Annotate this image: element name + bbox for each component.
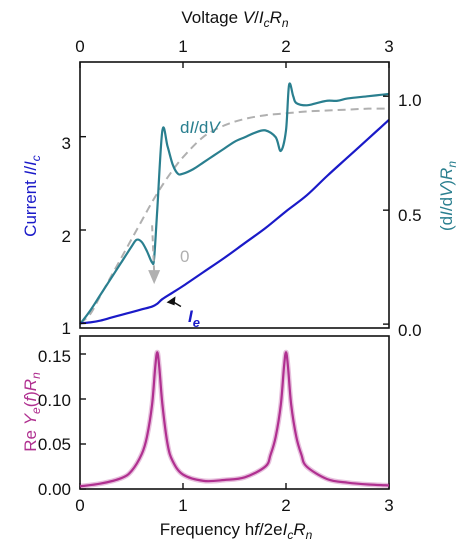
top-axis-title-r: R (270, 8, 282, 27)
bottom-x-title-r: R (293, 520, 305, 539)
top-axis-title-v: V (243, 8, 256, 27)
bottom-x-title-i: I (283, 520, 288, 539)
left-axis-title-i: I (21, 170, 40, 175)
bottom-axis-title-r: R (21, 379, 40, 391)
left-axis-title-slash: / (21, 166, 40, 171)
didv-label-v: V (208, 118, 221, 137)
bottom-axis-title-paren-close: ) (21, 391, 40, 397)
right-axis-title-n: n (445, 161, 459, 168)
top-tick-label-2: 2 (281, 37, 290, 56)
annotation-arrow-head (148, 270, 161, 285)
top-panel-curves (79, 82, 390, 325)
left-axis-title-i2: I (21, 161, 40, 166)
didv-label-d1: d (180, 118, 189, 137)
bottom-axis-title-re: Re (21, 425, 40, 451)
rey-series-glow (79, 349, 390, 489)
right-axis-title-open: (d (437, 216, 456, 231)
bottom-x-tick-label-0: 0 (75, 496, 84, 515)
right-axis-title-i: I (437, 211, 456, 216)
bottom-x-title-c: c (287, 528, 293, 542)
bottom-panel-curves (79, 349, 390, 489)
bottom-axis-title-f: f (21, 395, 40, 402)
top-tick-label-0: 0 (75, 37, 84, 56)
ie-pointer-head (166, 296, 176, 306)
right-tick-label-0: 0.0 (398, 321, 422, 340)
bottom-x-tick-label-3: 3 (384, 496, 393, 515)
didv-label-i: I (189, 118, 194, 137)
bottom-x-title-prefix: Frequency h (160, 520, 255, 539)
didv-label-slash: /d (194, 118, 208, 137)
bottom-x-tick-label-1: 1 (178, 496, 187, 515)
i0-series-line (79, 107, 390, 325)
right-tick-label-1: 1.0 (398, 91, 422, 110)
top-tick-label-3: 3 (384, 37, 393, 56)
top-panel-frame (79, 61, 390, 329)
bottom-x-tick-label-2: 2 (281, 496, 290, 515)
top-axis-title-n: n (282, 16, 289, 30)
bottom-x-title-mid: /2e (259, 520, 283, 539)
top-axis-title-slash: / (254, 8, 259, 27)
didv-series-label: dI/dV (180, 118, 221, 137)
bottom-left-axis-title: Re Ye(f)Rn (21, 372, 43, 452)
i0-series-label: 0 (180, 247, 189, 266)
left-tick-label-1: 1 (62, 319, 71, 338)
left-tick-label-3: 3 (62, 134, 71, 153)
bottom-tick-label-015: 0.15 (38, 347, 71, 366)
bottom-left-tick-labels: 0.00 0.05 0.10 0.15 (38, 347, 71, 499)
annotation-arrow (148, 225, 182, 308)
left-axis-title-prefix: Current (21, 175, 40, 236)
right-axis-title-v: V (437, 184, 456, 197)
bottom-tick-label-000: 0.00 (38, 480, 71, 499)
top-tick-label-1: 1 (178, 37, 187, 56)
bottom-x-tick-labels: 0 1 2 3 (75, 496, 393, 515)
bottom-axis-title-y: Y (21, 412, 40, 425)
right-axis-title-close: ) (437, 180, 456, 186)
bottom-axis-title: Frequency hf/2eIcRn (160, 520, 313, 542)
ie-label-e: e (193, 315, 200, 330)
bottom-panel-frame (79, 335, 390, 490)
right-axis-title: (dI/dV)Rn (437, 161, 459, 231)
annotation-arrow-line (151, 225, 156, 273)
top-axis-title: Voltage V/IcRn (181, 8, 289, 30)
bottom-tick-label-005: 0.05 (38, 435, 71, 454)
right-axis-title-slash: /d (437, 197, 456, 211)
axis-ticks (79, 62, 390, 490)
left-tick-labels: 1 2 3 (62, 134, 71, 338)
top-axis-title-prefix: Voltage (181, 8, 242, 27)
left-axis-title: Current I/Ic (21, 155, 43, 237)
ie-series-line (79, 119, 390, 325)
rey-series-line (79, 351, 390, 488)
ie-label-i: I (188, 307, 194, 326)
top-tick-labels: 0 1 2 3 (75, 37, 393, 56)
top-axis-title-i: I (259, 8, 264, 27)
right-tick-labels: 0.0 0.5 1.0 (398, 91, 422, 340)
bottom-axis-title-n: n (29, 372, 43, 379)
bottom-tick-label-010: 0.10 (38, 391, 71, 410)
bottom-axis-title-paren-open: ( (21, 401, 40, 407)
bottom-x-title-f: f (254, 520, 261, 539)
didv-series-line (79, 82, 390, 325)
top-axis-title-c: c (264, 16, 270, 30)
right-tick-label-05: 0.5 (398, 206, 422, 225)
bottom-axis-title-e: e (29, 407, 43, 414)
left-tick-label-2: 2 (62, 227, 71, 246)
left-axis-title-c: c (29, 155, 43, 161)
bottom-x-title-n: n (306, 528, 313, 542)
right-axis-title-r: R (437, 168, 456, 180)
ie-series-label: Ie (188, 307, 200, 330)
